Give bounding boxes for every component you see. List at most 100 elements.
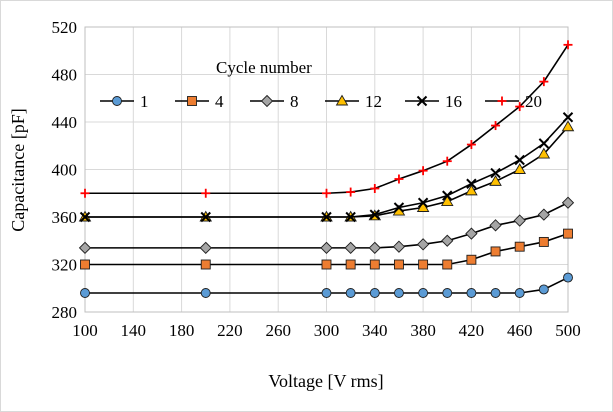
x-tick-label: 220 <box>217 321 243 340</box>
x-tick-label: 460 <box>507 321 533 340</box>
data-point <box>346 187 356 197</box>
data-point <box>538 284 549 295</box>
data-point <box>393 202 405 213</box>
data-point <box>199 241 212 255</box>
data-point <box>513 214 526 227</box>
data-point <box>442 190 453 201</box>
data-point <box>537 147 551 159</box>
data-point <box>345 259 356 270</box>
x-tick-label: 100 <box>72 321 98 340</box>
data-point <box>466 140 476 150</box>
legend-label: 16 <box>445 92 462 111</box>
x-tick-label: 300 <box>314 321 340 340</box>
legend-item-8: 8 <box>250 92 299 111</box>
series-20 <box>80 40 573 198</box>
data-point <box>370 184 380 193</box>
data-point <box>466 288 477 298</box>
x-tick-label: 420 <box>459 321 485 340</box>
data-point <box>489 219 502 232</box>
data-point <box>416 238 430 251</box>
x-tick-label: 180 <box>169 321 195 340</box>
x-tick-label: 140 <box>121 321 147 340</box>
data-point <box>394 174 404 184</box>
y-tick-label: 520 <box>52 18 78 37</box>
x-tick-label: 260 <box>265 321 291 340</box>
x-tick-label: 340 <box>362 321 388 340</box>
data-point <box>200 288 211 298</box>
y-tick-label: 360 <box>52 208 78 227</box>
data-point <box>489 174 502 186</box>
y-tick-label: 440 <box>52 113 78 132</box>
legend-marker <box>416 95 428 107</box>
data-point <box>78 241 92 255</box>
data-point <box>442 259 453 270</box>
series-16 <box>79 112 574 223</box>
data-point <box>345 288 356 298</box>
data-point <box>80 259 90 270</box>
data-point <box>563 272 573 283</box>
legend-marker <box>112 96 122 106</box>
data-point <box>392 240 406 253</box>
data-point <box>79 211 91 223</box>
data-point <box>466 254 477 265</box>
data-point <box>491 121 501 131</box>
legend-marker <box>497 96 507 106</box>
plot-area <box>84 26 569 313</box>
data-point <box>465 227 478 240</box>
legend-item-12: 12 <box>325 92 382 111</box>
legend-label: 12 <box>365 92 382 111</box>
data-point <box>418 288 429 298</box>
data-point <box>201 188 211 198</box>
data-point <box>368 241 381 255</box>
data-point <box>440 195 454 207</box>
legend-marker <box>335 94 349 106</box>
data-point <box>394 259 404 270</box>
data-point <box>514 154 525 166</box>
data-point <box>490 167 501 179</box>
legend-title: Cycle number <box>216 58 312 77</box>
y-tick-label: 400 <box>52 161 78 180</box>
data-point <box>369 209 381 220</box>
data-point <box>514 288 525 298</box>
data-point <box>321 259 332 270</box>
data-point <box>394 288 404 298</box>
data-point <box>563 228 573 239</box>
legend-label: 4 <box>215 92 224 111</box>
data-point <box>514 241 525 252</box>
legend-item-16: 16 <box>405 92 462 111</box>
data-point <box>466 178 477 189</box>
data-point <box>490 288 501 298</box>
legend-item-20: 20 <box>485 92 542 111</box>
data-point <box>490 246 501 257</box>
x-axis-label: Voltage [V rms] <box>268 371 383 391</box>
data-point <box>465 184 478 196</box>
data-point <box>563 40 573 50</box>
data-point <box>321 211 332 223</box>
data-point <box>418 259 429 270</box>
legend-marker <box>260 94 274 108</box>
data-point <box>537 208 550 221</box>
data-point <box>561 196 575 209</box>
data-point <box>441 234 454 247</box>
data-point <box>369 259 380 270</box>
y-tick-label: 320 <box>52 256 78 275</box>
x-tick-labels: 100 140 180 220 260 300 340 380 420 460 500 <box>72 321 581 340</box>
legend-label: 8 <box>290 92 299 111</box>
data-point <box>539 77 549 87</box>
y-axis-label: Capacitance [pF] <box>8 108 28 231</box>
data-point <box>562 112 574 123</box>
y-tick-label: 480 <box>52 66 78 85</box>
data-point <box>513 163 526 174</box>
series-8 <box>78 196 575 255</box>
y-tick-label: 280 <box>52 303 78 322</box>
series-1 <box>80 272 573 298</box>
legend-label: 1 <box>140 92 149 111</box>
legend-marker <box>187 96 197 106</box>
data-point <box>561 120 575 132</box>
data-point <box>538 138 550 149</box>
data-point <box>200 259 211 270</box>
legend-item-4: 4 <box>175 92 224 111</box>
data-point <box>369 288 380 298</box>
